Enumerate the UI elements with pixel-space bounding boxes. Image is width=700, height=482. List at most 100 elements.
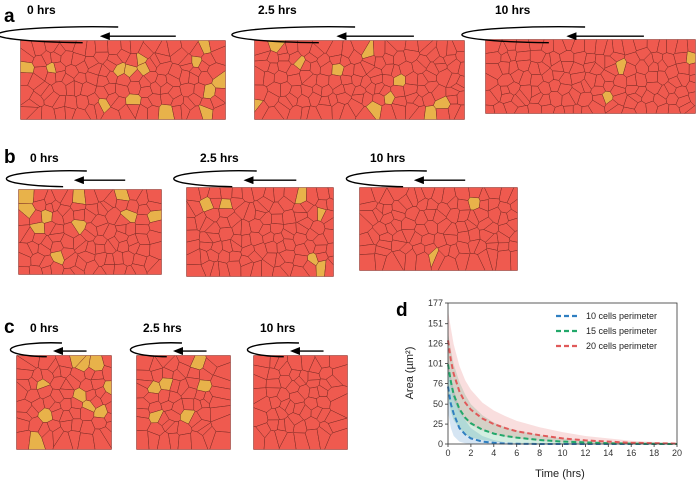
tissue-cell <box>527 102 543 114</box>
tissue-cell <box>271 213 284 225</box>
tissue-cell <box>146 229 162 245</box>
marked-cell <box>18 189 35 205</box>
x-tick-label: 16 <box>626 448 636 458</box>
tissue-cell <box>325 197 334 212</box>
tissue-cell <box>315 187 330 201</box>
marked-cell <box>685 50 696 65</box>
time-label-c-2: 10 hrs <box>260 321 296 335</box>
x-tick-label: 14 <box>603 448 613 458</box>
x-tick-label: 10 <box>557 448 567 458</box>
x-tick-label: 20 <box>672 448 682 458</box>
time-label-c-0: 0 hrs <box>30 321 59 335</box>
tissue-cell <box>209 385 231 401</box>
tissue-cell <box>207 187 222 199</box>
tissue-cell <box>328 417 348 434</box>
tissue-cell <box>510 250 518 271</box>
time-label-b-0: 0 hrs <box>30 151 59 165</box>
counterclockwise-rotation-arrow-icon <box>129 342 207 358</box>
time-label-a-1: 2.5 hrs <box>258 3 297 17</box>
tissue-cell <box>324 258 334 277</box>
tissue-a-2 <box>485 39 696 114</box>
tissue-cell <box>359 243 377 255</box>
panel-letter-c: c <box>4 317 15 338</box>
y-axis-title: Area (µm²) <box>404 347 416 400</box>
tissue-cell <box>219 187 233 200</box>
tissue-cell <box>16 429 31 450</box>
time-label-c-1: 2.5 hrs <box>143 321 182 335</box>
chart-axes: 0 2 4 6 8 10 12 14 16 18 20 0 25 50 76 101 126 151 177 <box>428 298 682 458</box>
y-tick-label: 76 <box>433 378 443 388</box>
counterclockwise-rotation-arrow-icon <box>231 26 414 44</box>
tissue-cell <box>453 104 465 120</box>
tissue-cell <box>277 418 286 432</box>
y-tick-label: 151 <box>428 319 443 329</box>
tissue-cell <box>211 103 226 120</box>
tissue-cell <box>146 259 162 275</box>
tissue-cell <box>541 104 556 114</box>
band-series-1 <box>448 332 677 444</box>
y-tick-label: 25 <box>433 419 443 429</box>
panel-letter-a: a <box>4 6 15 27</box>
line-series-2 <box>447 340 678 445</box>
tissue-cell <box>146 200 162 212</box>
y-tick-label: 101 <box>428 359 443 369</box>
tissue-cell <box>112 250 124 265</box>
tissue-cell <box>148 219 162 234</box>
marked-cell <box>125 93 142 105</box>
tissue-cell <box>359 253 377 271</box>
counterclockwise-rotation-arrow-icon <box>345 170 466 188</box>
tissue-cell <box>181 398 195 411</box>
y-tick-label: 50 <box>433 399 443 409</box>
tissue-cell <box>177 432 192 450</box>
tissue-cell <box>324 427 348 450</box>
counterclockwise-rotation-arrow-icon <box>0 26 176 44</box>
counterclockwise-rotation-arrow-icon <box>246 342 324 358</box>
x-tick-label: 18 <box>649 448 659 458</box>
line-series-1 <box>447 364 678 445</box>
tissue-cell <box>684 105 696 114</box>
x-tick-label: 12 <box>580 448 590 458</box>
x-tick-label: 2 <box>468 448 473 458</box>
y-tick-label: 0 <box>438 439 443 449</box>
time-label-a-2: 10 hrs <box>495 3 531 17</box>
tissue-c-0 <box>16 355 112 450</box>
tissue-cell <box>73 208 86 221</box>
chart-bands <box>448 310 677 444</box>
panel-letter-d: d <box>396 300 408 321</box>
tissue-cell <box>77 432 96 450</box>
tissue-cell <box>94 40 109 53</box>
tissue-cell <box>84 40 97 57</box>
legend-label-10: 10 cells perimeter <box>586 311 657 321</box>
tissue-cell <box>563 105 574 114</box>
marked-cell <box>423 105 438 120</box>
tissue-cell <box>99 426 112 449</box>
x-axis-title: Time (hrs) <box>535 468 585 480</box>
tissue-c-2 <box>253 355 348 450</box>
marked-cell <box>72 189 87 205</box>
area-vs-time-chart: 0 2 4 6 8 10 12 14 16 18 20 0 25 50 76 101 126 151 177 Tim… <box>404 298 682 480</box>
marked-cell <box>146 209 162 223</box>
tissue-cell <box>322 228 334 244</box>
time-label-a-0: 0 hrs <box>27 3 56 17</box>
tissue-a-1 <box>254 40 465 120</box>
y-tick-label: 177 <box>428 298 443 308</box>
rotation-arrows <box>0 26 644 358</box>
tissue-cell <box>509 230 518 243</box>
counterclockwise-rotation-arrow-icon <box>5 170 126 188</box>
tissue-cell <box>210 45 226 66</box>
tissue-cell <box>506 217 518 232</box>
tissue-cell <box>485 51 502 64</box>
counterclockwise-rotation-arrow-icon <box>9 342 87 358</box>
x-tick-label: 4 <box>491 448 496 458</box>
time-label-b-1: 2.5 hrs <box>200 151 239 165</box>
x-tick-label: 8 <box>537 448 542 458</box>
tissue-cell <box>435 108 451 120</box>
tissue-cell <box>508 240 518 253</box>
tissue-cell <box>450 83 465 92</box>
panel-letter-b: b <box>4 147 16 168</box>
tissue-b-2 <box>359 187 518 271</box>
tissue-cell <box>375 239 393 251</box>
marked-cell <box>20 61 35 74</box>
tissue-c-1 <box>136 355 231 450</box>
